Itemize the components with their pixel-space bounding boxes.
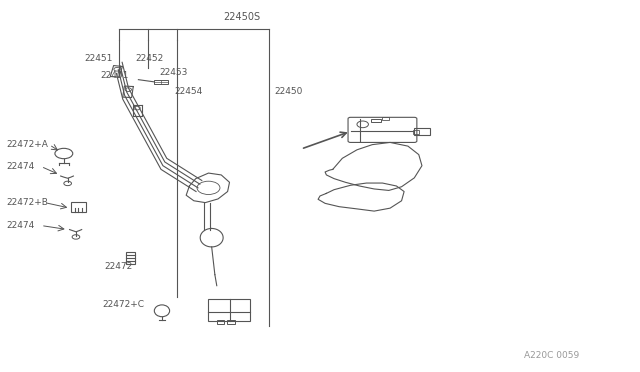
Text: 22453: 22453 xyxy=(159,68,188,77)
Bar xyxy=(209,299,250,321)
Bar xyxy=(126,252,135,263)
Text: 22474: 22474 xyxy=(6,221,35,230)
Bar xyxy=(217,320,225,324)
Bar xyxy=(371,119,381,122)
Bar xyxy=(414,128,430,135)
Text: 22450S: 22450S xyxy=(223,12,260,22)
Text: A220C 0059: A220C 0059 xyxy=(524,350,579,360)
Bar xyxy=(154,80,168,84)
Text: 22472: 22472 xyxy=(104,262,133,271)
Text: 22401: 22401 xyxy=(100,71,129,80)
Text: 22472+B: 22472+B xyxy=(6,198,49,207)
Bar xyxy=(383,116,389,119)
Bar xyxy=(227,320,235,324)
Text: 22452: 22452 xyxy=(135,54,163,63)
Bar xyxy=(72,202,86,212)
Text: 22450: 22450 xyxy=(274,87,303,96)
Text: 22474: 22474 xyxy=(6,162,35,171)
Text: 22472+A: 22472+A xyxy=(6,140,49,149)
Bar xyxy=(413,130,419,134)
Text: 22451: 22451 xyxy=(84,54,113,63)
Text: 22454: 22454 xyxy=(175,87,203,96)
Text: 22472+C: 22472+C xyxy=(102,300,144,310)
